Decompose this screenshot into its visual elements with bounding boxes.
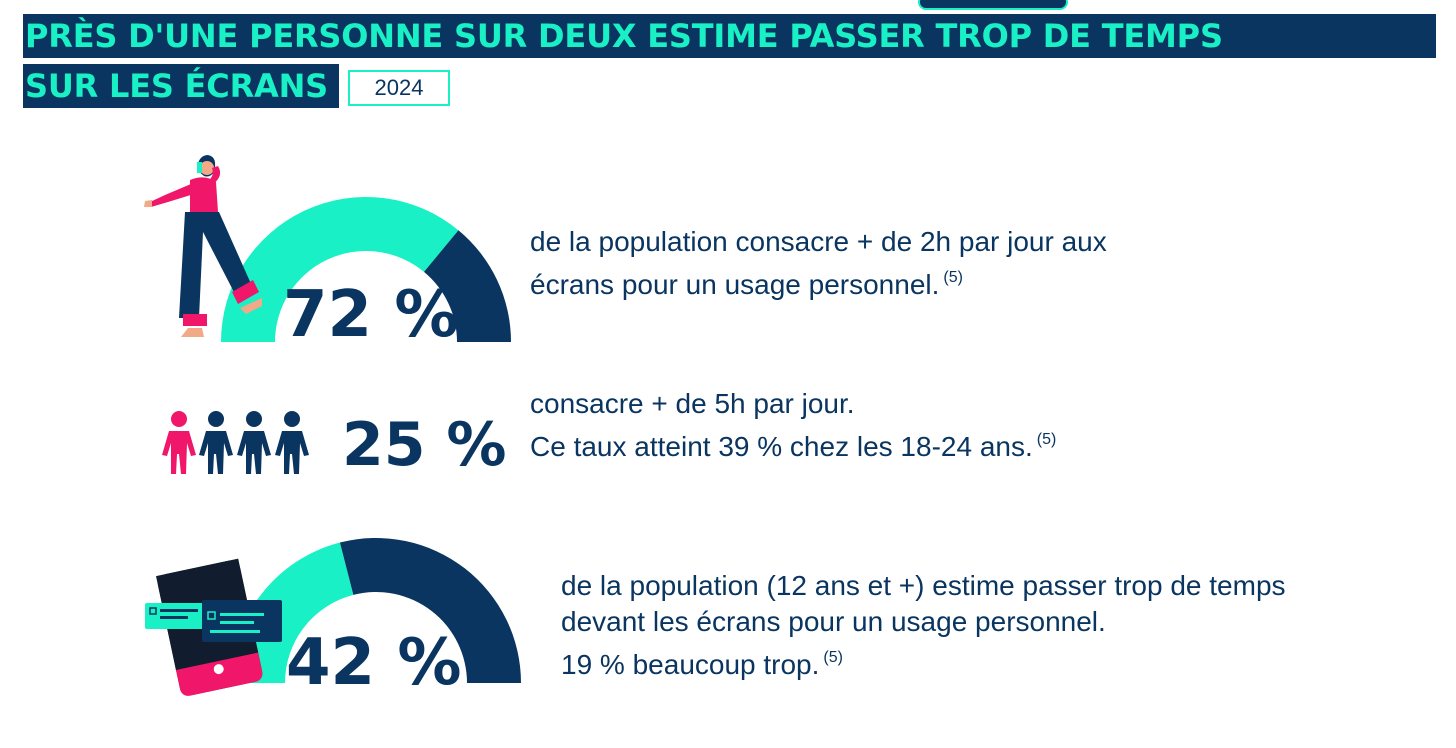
- half-donut-chart-72: [221, 196, 511, 342]
- footnote-ref: (5): [1036, 431, 1057, 448]
- stat-2-line-1: consacre + de 5h par jour.: [530, 388, 855, 419]
- footnote-ref: (5): [823, 649, 843, 666]
- footnote-ref: (5): [943, 269, 963, 286]
- person-icon: [199, 411, 233, 474]
- person-icon: [237, 411, 271, 474]
- half-donut-chart-42: [231, 538, 521, 683]
- stat-3-line-3: 19 % beaucoup trop. (5): [561, 649, 843, 680]
- stat-1-line-2: écrans pour un usage personnel. (5): [530, 269, 963, 300]
- stat-2-line-2: Ce taux atteint 39 % chez les 18-24 ans.…: [530, 431, 1057, 462]
- top-tab-decoration: [918, 0, 1068, 10]
- stat-3-line-1: de la population (12 ans et +) estime pa…: [561, 570, 1286, 601]
- people-pictogram: [162, 411, 309, 474]
- donut-slice-rest: [424, 230, 511, 342]
- stat-3-line-2: devant les écrans pour un usage personne…: [561, 606, 1106, 637]
- stat-description-3: de la population (12 ans et +) estime pa…: [561, 568, 1286, 683]
- stat-description-2: consacre + de 5h par jour. Ce taux attei…: [530, 386, 1056, 465]
- stat-description-1: de la population consacre + de 2h par jo…: [530, 224, 1107, 303]
- donut-slice-rest: [339, 538, 521, 683]
- stat-value-72: 72 %: [283, 278, 459, 352]
- page-title-line-1: PRÈS D'UNE PERSONNE SUR DEUX ESTIME PASS…: [23, 14, 1436, 58]
- page-title-line-2: SUR LES ÉCRANS: [23, 64, 339, 108]
- woman-phone-icon: [144, 155, 262, 337]
- year-badge: 2024: [348, 70, 450, 106]
- stat-value-42: 42 %: [286, 626, 462, 700]
- stat-1-line-1: de la population consacre + de 2h par jo…: [530, 226, 1107, 257]
- donut-slice-highlight: [221, 196, 459, 342]
- donut-slice-highlight: [231, 542, 354, 683]
- stat-value-25: 25 %: [342, 410, 507, 480]
- person-icon: [275, 411, 309, 474]
- person-icon: [162, 411, 196, 474]
- smartphone-icon: [145, 558, 282, 696]
